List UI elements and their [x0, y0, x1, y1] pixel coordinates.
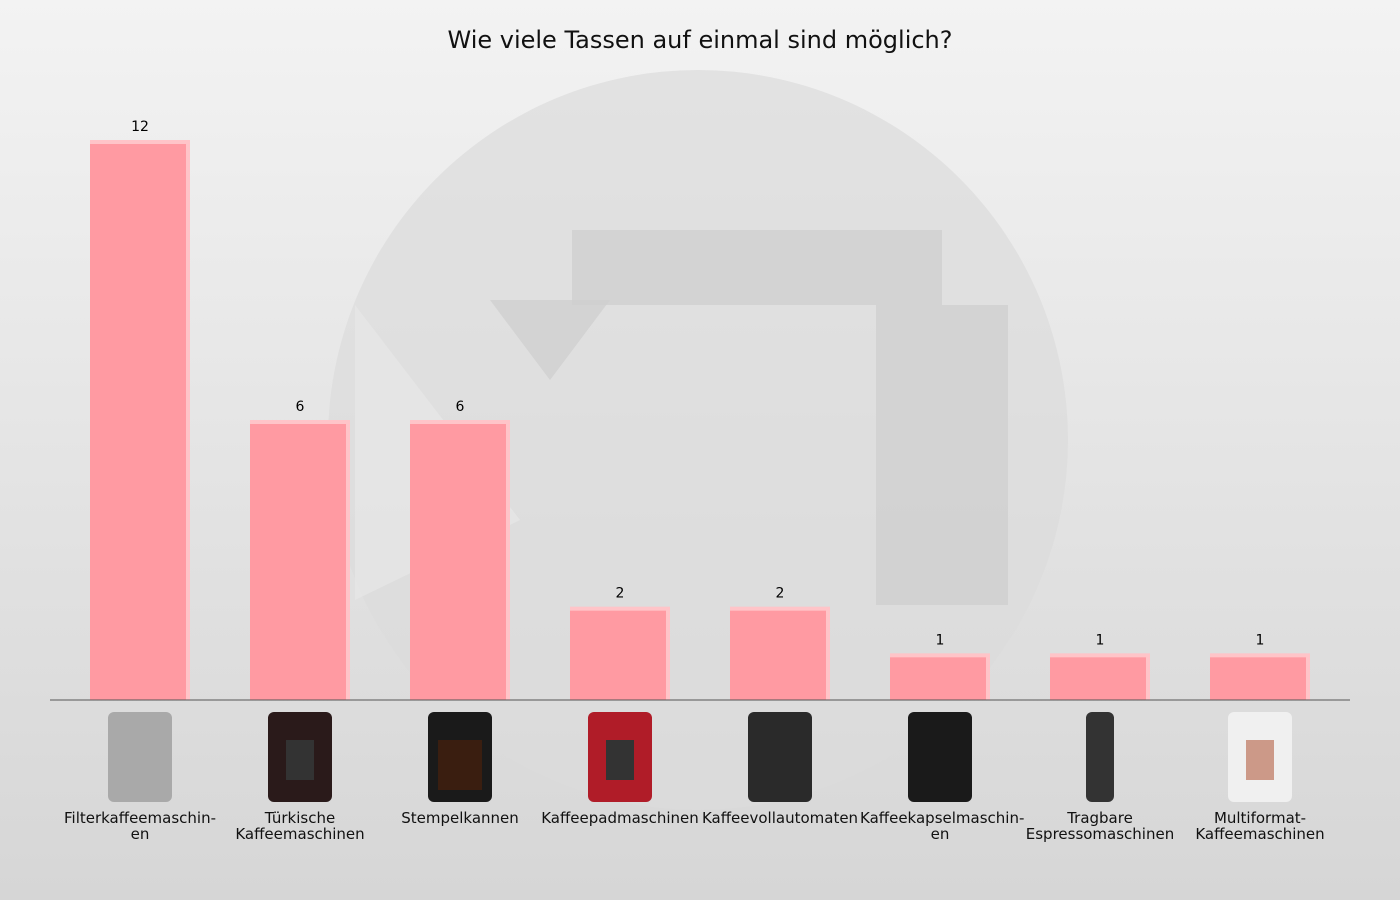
bar-fill	[410, 424, 506, 700]
data-label: 1	[1096, 632, 1105, 648]
bar-fill	[730, 610, 826, 700]
french-press-icon	[428, 712, 492, 802]
pad-coffee-machine-icon	[588, 712, 652, 802]
bar-fill	[1050, 657, 1146, 700]
category-label: Multiformat- Kaffeemaschinen	[1195, 809, 1325, 843]
category-label: Tragbare Espressomaschinen	[1025, 809, 1175, 843]
multiformat-coffee-machine-icon	[1228, 712, 1292, 802]
data-label: 12	[131, 119, 149, 135]
category-label: Türkische Kaffeemaschinen	[235, 809, 365, 843]
bar-fill	[90, 144, 186, 700]
portable-espresso-machine-icon	[1086, 712, 1114, 802]
data-label: 6	[296, 399, 305, 415]
category-label: Kaffeevollautomaten	[701, 809, 859, 827]
chart-title: Wie viele Tassen auf einmal sind möglich…	[447, 26, 953, 54]
category-label: Stempelkannen	[401, 809, 519, 827]
data-label: 1	[936, 632, 945, 648]
category-label: Kaffeepadmaschinen	[541, 809, 699, 827]
turkish-coffee-machine-icon	[268, 712, 332, 802]
bar-fill	[1210, 657, 1306, 700]
filter-coffee-machine-icon	[108, 712, 172, 802]
category-label: Kaffeekapselmaschin-en	[860, 809, 1025, 843]
data-label: 2	[616, 586, 625, 602]
bar-fill	[250, 424, 346, 700]
category-label: Filterkaffeemaschin-en	[63, 809, 216, 843]
fully-automatic-coffee-machine-icon	[748, 712, 812, 802]
bar-fill	[570, 610, 666, 700]
capsule-coffee-machine-icon	[908, 712, 972, 802]
data-label: 6	[456, 399, 465, 415]
bar-fill	[890, 657, 986, 700]
data-label: 1	[1256, 632, 1265, 648]
data-label: 2	[776, 586, 785, 602]
